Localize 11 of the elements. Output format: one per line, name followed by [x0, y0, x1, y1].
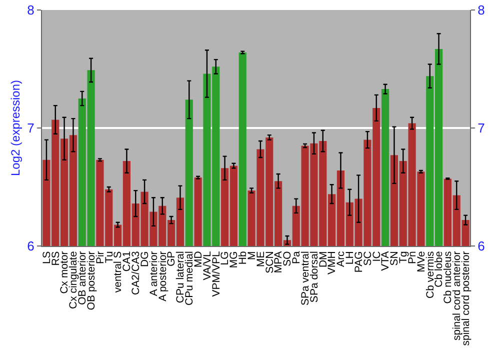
y2-tick-label: 7	[478, 120, 485, 136]
x-tick-label: SPa dorsal	[308, 251, 320, 303]
x-tick-label: spinal cord posterior	[460, 250, 472, 346]
y2-tick-label: 6	[478, 238, 485, 254]
y2-tick-label: 8	[478, 2, 485, 18]
y-tick-label: 7	[27, 120, 34, 136]
x-tick-label: Tg	[398, 251, 410, 264]
x-tick-label: MVe	[415, 251, 428, 272]
y-tick-label: 8	[27, 2, 34, 18]
y-axis-title: Log2 (expression)	[8, 80, 22, 176]
y-tick-label: 6	[27, 238, 34, 254]
